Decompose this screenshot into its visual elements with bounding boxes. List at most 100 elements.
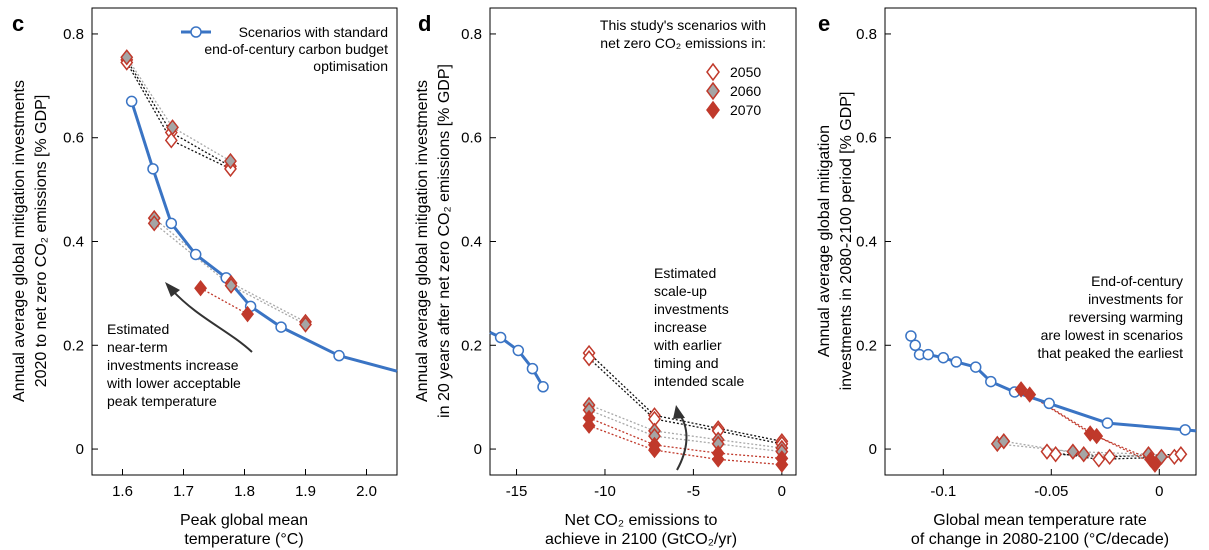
annotation-arrow-d	[676, 414, 688, 471]
panel-d-xtick-label-0: -15	[506, 483, 528, 500]
panel-d-ylabel-line1: Annual average global mitigation investm…	[414, 80, 431, 402]
legend-marker-2050	[706, 62, 720, 82]
panel-e-ytick-label-2: 0.4	[856, 234, 877, 251]
series-2070-marker	[241, 305, 255, 323]
annotation-d-line1: Estimated	[654, 265, 716, 281]
series-2050-marker	[582, 350, 596, 367]
series-2070-connector	[200, 287, 248, 315]
series-2070-marker	[582, 417, 596, 434]
series-2060-marker	[1066, 443, 1080, 460]
panel-e-plot-frame	[884, 7, 1197, 476]
annotation-arrow-c	[171, 289, 253, 353]
legend-d-title-line1: This study's scenarios with	[600, 17, 766, 33]
panel-c-ytick-label-3: 0.6	[63, 130, 84, 147]
baseline-marker	[165, 217, 178, 230]
legend-marker-2070	[706, 100, 720, 120]
series-2070-marker	[648, 441, 661, 459]
baseline-marker	[333, 349, 345, 362]
panel-e-xtick-label-2: 0	[1155, 483, 1163, 500]
baseline-marker	[526, 362, 539, 375]
legend-baseline-marker	[190, 26, 202, 38]
series-2060-marker	[1154, 448, 1168, 466]
legend-d-title-line2: net zero CO₂ emissions in:	[600, 35, 766, 51]
panel-e-annotation: End-of-century investments for reversing…	[1037, 273, 1183, 361]
series-2060-marker	[997, 433, 1011, 450]
panel-e-xtick-label-0: -0.1	[930, 483, 956, 500]
annotation-c-line1: Estimated	[107, 321, 169, 337]
annotation-d-line7: intended scale	[654, 373, 745, 389]
panel-c-xtick-label-1: 1.7	[173, 483, 194, 500]
panel-c-xtick-label-2: 1.8	[234, 483, 255, 500]
panel-e-ytick-label-3: 0.6	[856, 130, 877, 147]
baseline-marker	[147, 163, 159, 175]
legend-marker-2060	[706, 81, 720, 101]
baseline-marker	[537, 381, 549, 393]
baseline-marker	[950, 356, 963, 368]
series-2060-connector	[997, 443, 1149, 455]
legend-line3: optimisation	[313, 58, 388, 74]
panel-e-ytick-label-0: 0	[869, 441, 877, 458]
baseline-marker	[125, 95, 138, 108]
annotation-c-line4: with lower acceptable	[106, 375, 241, 391]
annotation-e-line5: that peaked the earliest	[1037, 345, 1183, 361]
series-2070-marker	[711, 451, 725, 468]
panel-d-xtick-label-3: 0	[778, 483, 786, 500]
panel-e-xlabel-line2: of change in 2080-2100 (°C/decade)	[911, 531, 1169, 548]
panel-c-ytick-label-1: 0.2	[63, 337, 84, 354]
annotation-c-line5: peak temperature	[107, 393, 217, 409]
panel-e-ylabel-line2: investments in 2080-2100 period [% GDP]	[838, 92, 855, 391]
panel-c-ylabel-line1: Annual average global mitigation investm…	[11, 80, 28, 402]
series-2060-marker	[299, 316, 312, 333]
series-2060-marker	[224, 277, 238, 294]
baseline-marker	[512, 344, 525, 357]
panel-e-ylabel: Annual average global mitigation investm…	[816, 92, 855, 391]
panel-letter-e: e	[818, 11, 830, 36]
baseline-marker	[905, 330, 917, 342]
legend-label-2070: 2070	[730, 102, 761, 118]
series-2050-marker	[164, 132, 178, 149]
panel-c-ytick-label-4: 0.8	[63, 26, 84, 43]
series-2070-marker	[194, 279, 208, 297]
panel-d-xlabel-line2: achieve in 2100 (GtCO₂/yr)	[545, 531, 737, 548]
panel-c-ytick-label-0: 0	[76, 441, 84, 458]
series-2060-marker	[224, 152, 237, 170]
series-2060-connector	[153, 222, 306, 326]
series-2070-marker	[1090, 427, 1104, 445]
series-2070-marker	[775, 456, 789, 473]
series-2060-connector	[126, 56, 231, 162]
panel-c-ylabel-line2: 2020 to net zero CO₂ emissions [% GDP]	[33, 95, 50, 388]
series-2070-marker	[1148, 456, 1162, 473]
panel-c-xlabel-line1: Peak global mean	[180, 512, 308, 529]
panel-c-xlabel-line2: temperature (°C)	[184, 531, 303, 548]
panel-letter-d: d	[418, 11, 431, 36]
panel-c-ylabel: Annual average global mitigation investm…	[11, 80, 50, 402]
panel-e: e 0 0.2 0.4 0.6 0.8 -0.1 -0.05 0 Annual average…	[816, 7, 1197, 548]
annotation-d-line3: investments	[654, 301, 729, 317]
series-2050-connector	[588, 357, 782, 445]
panel-c-xtick-label-0: 1.6	[112, 483, 133, 500]
annotation-d-line2: scale-up	[654, 283, 707, 299]
panel-d-legend: This study's scenarios with net zero CO₂…	[600, 17, 766, 120]
series-2070-marker	[1014, 381, 1028, 398]
baseline-marker	[1043, 397, 1055, 410]
panel-c-ytick-label-2: 0.4	[63, 234, 84, 251]
annotation-d-line4: increase	[654, 319, 707, 335]
baseline-marker	[1179, 424, 1191, 436]
annotation-d-line5: with earlier	[653, 337, 722, 353]
panel-d-xtick-label-2: -5	[687, 483, 700, 500]
baseline-marker	[909, 339, 921, 352]
series-2060-marker	[166, 119, 179, 136]
annotation-arrowhead-c	[165, 282, 180, 297]
series-2050-marker	[1040, 443, 1054, 460]
panel-c-annotation: Estimated near-term investments increase…	[106, 282, 253, 409]
panel-d-ytick-label-0: 0	[474, 441, 482, 458]
series-2060-marker	[120, 49, 134, 66]
panel-e-ytick-label-1: 0.2	[856, 337, 877, 354]
panel-d-ytick-label-3: 0.6	[461, 130, 482, 147]
series-2070-connector	[588, 425, 782, 466]
series-2050-connector	[588, 352, 782, 442]
legend-label-2060: 2060	[730, 83, 761, 99]
panel-c: c 0 0.2 0.4 0.6 0.8 1.6 1.7 1.8 1.9 2.0 Annual av…	[11, 7, 398, 548]
panel-d-annotation: Estimated scale-up investments increase …	[653, 265, 745, 471]
panel-d: d 0 0.2 0.4 0.6 0.8 -15 -10 -5 0 Annual average …	[414, 7, 797, 548]
